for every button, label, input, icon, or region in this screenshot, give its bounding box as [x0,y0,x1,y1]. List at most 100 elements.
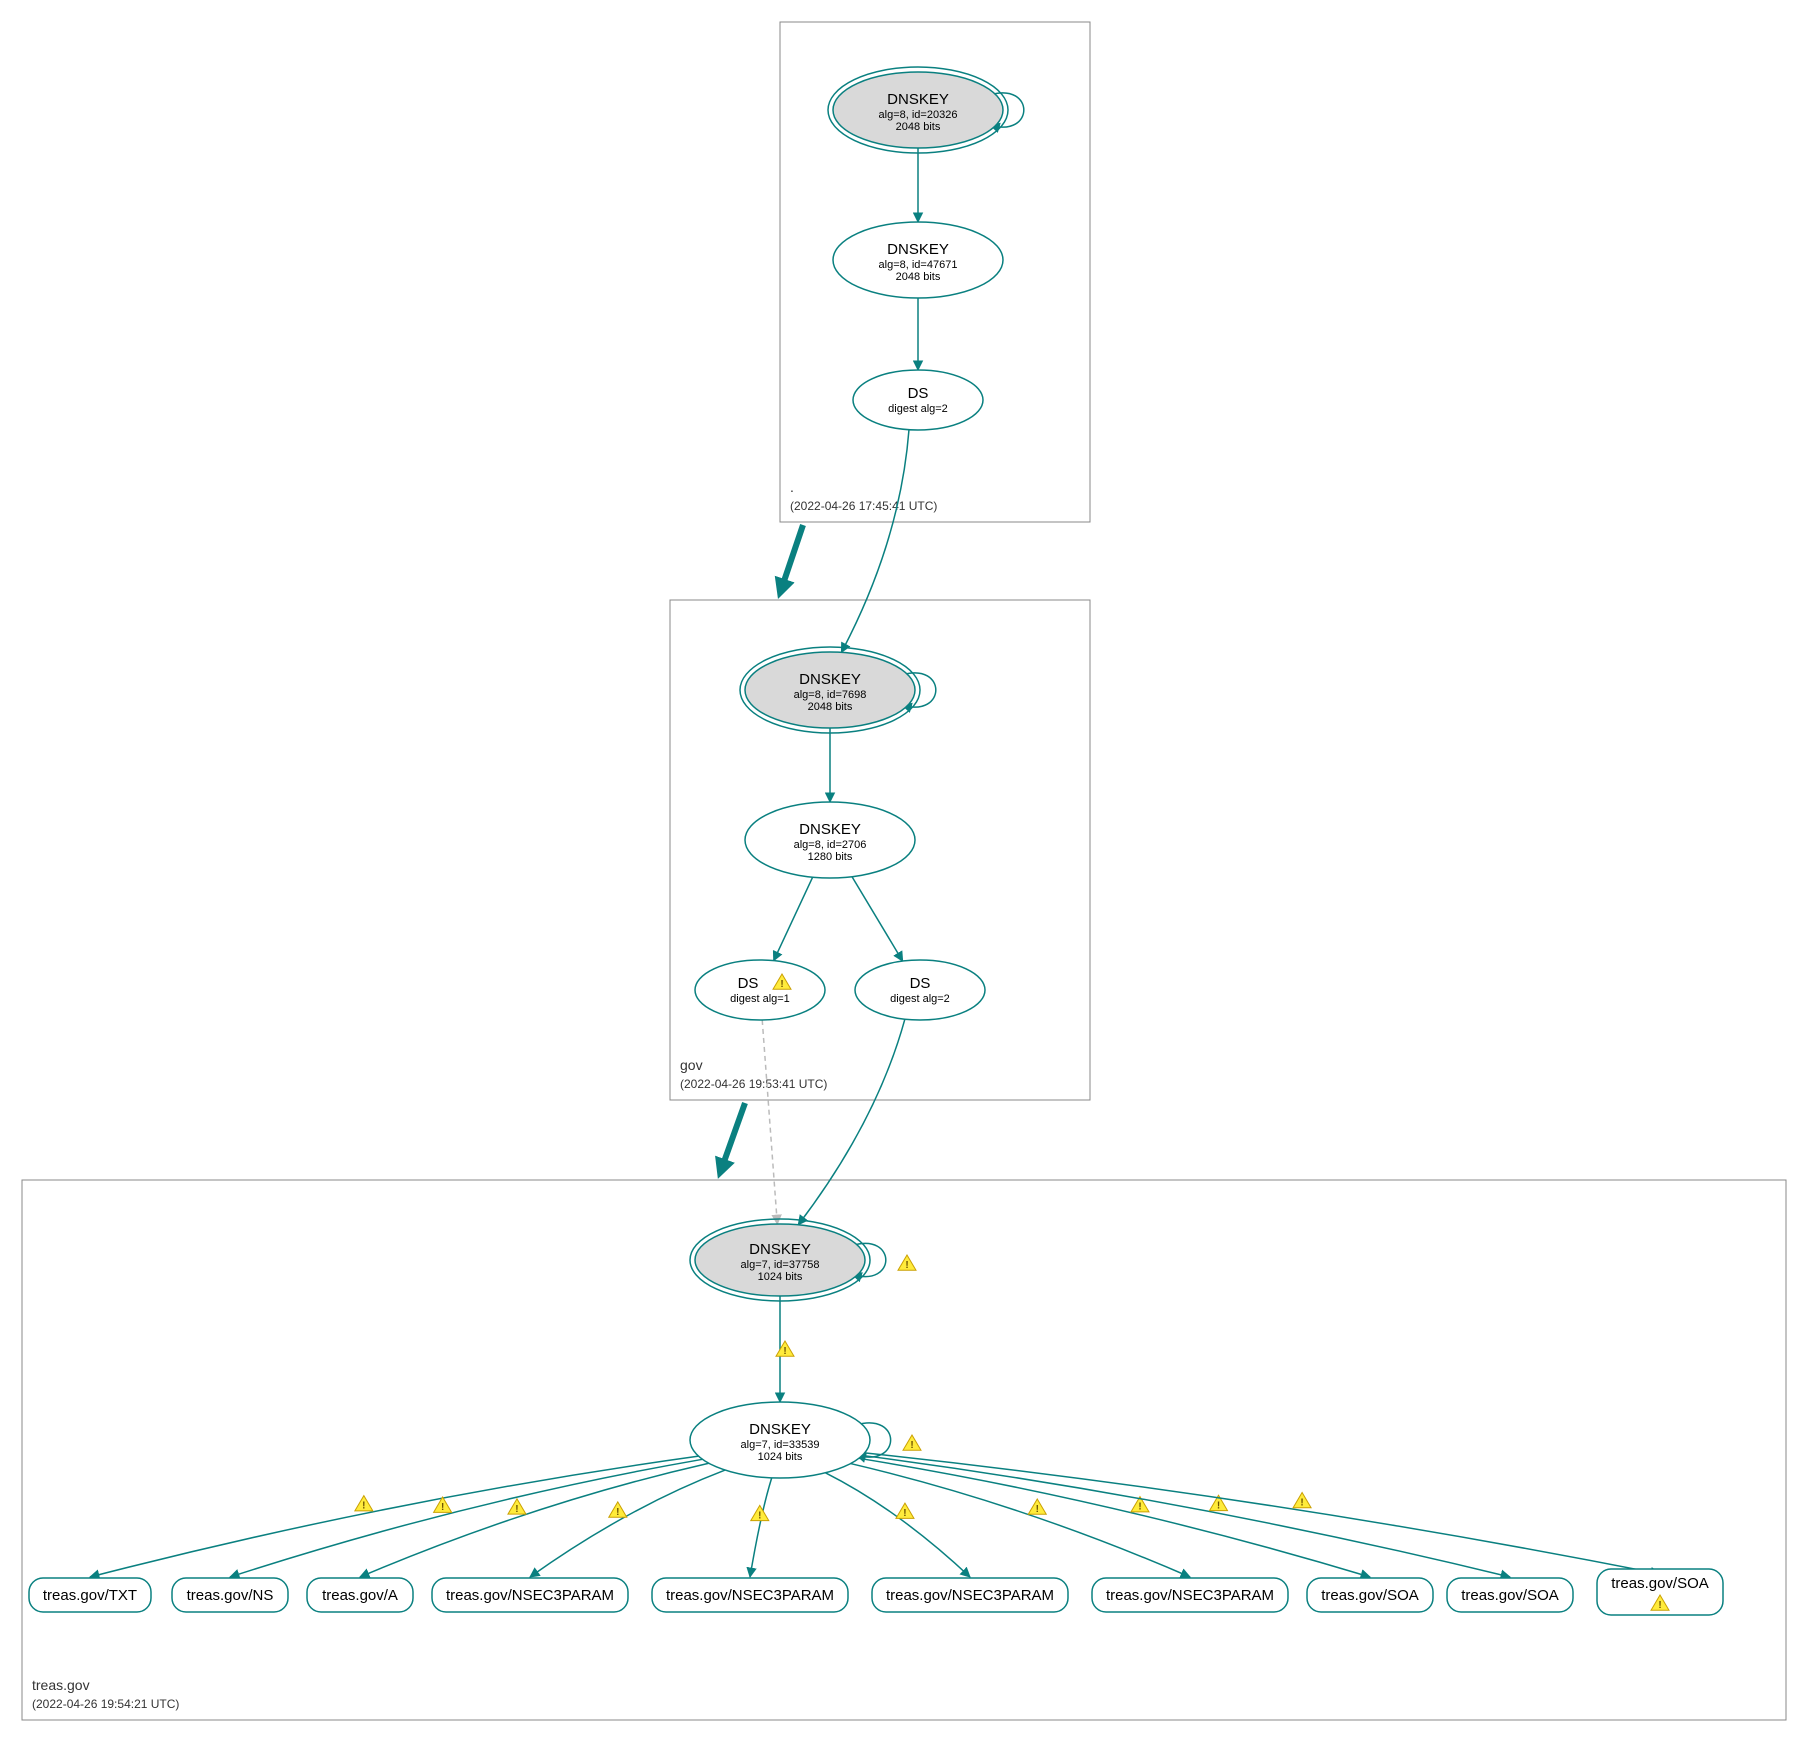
svg-text:treas.gov: treas.gov [32,1677,90,1693]
warning-icon: ! [898,1255,916,1271]
node-gov-ds2: DSdigest alg=2 [855,960,985,1020]
svg-text:1280 bits: 1280 bits [808,851,853,863]
warning-icon: ! [1293,1493,1311,1509]
node-root-ds: DSdigest alg=2 [853,370,983,430]
rrsig-edge [825,1473,970,1577]
rrsig-edge [750,1478,772,1577]
warning-icon: ! [776,1341,794,1357]
node-gov-zsk: DNSKEYalg=8, id=27061280 bits [745,802,915,878]
svg-text:treas.gov/SOA: treas.gov/SOA [1461,1587,1559,1604]
svg-text:DNSKEY: DNSKEY [749,1421,811,1438]
rrset-node: treas.gov/NS [172,1578,288,1612]
svg-text:treas.gov/NSEC3PARAM: treas.gov/NSEC3PARAM [446,1587,614,1604]
edge [774,877,813,960]
node-gov-ds1: DS! digest alg=1 [695,960,825,1020]
svg-text:!: ! [780,979,783,990]
svg-text:gov: gov [680,1057,703,1073]
svg-text:!: ! [1036,1504,1039,1515]
warning-icon: ! [751,1505,769,1521]
rrset-node: treas.gov/TXT [29,1578,151,1612]
rrset-node: treas.gov/A [307,1578,413,1612]
svg-text:!: ! [1138,1502,1141,1513]
rrset-node: treas.gov/SOA [1447,1578,1573,1612]
svg-text:2048 bits: 2048 bits [808,701,853,713]
svg-text:!: ! [1658,1600,1661,1611]
svg-text:!: ! [758,1510,761,1521]
svg-text:1024 bits: 1024 bits [758,1451,803,1463]
svg-text:alg=7, id=37758: alg=7, id=37758 [741,1259,820,1271]
warning-icon: ! [903,1435,921,1451]
node-gov-ksk: DNSKEYalg=8, id=76982048 bits [740,647,920,733]
svg-text:alg=8, id=2706: alg=8, id=2706 [794,839,867,851]
rrset-node: treas.gov/NSEC3PARAM [872,1578,1068,1612]
edge [841,430,909,653]
rrset-node: treas.gov/NSEC3PARAM [1092,1578,1288,1612]
svg-text:DS: DS [908,385,929,402]
svg-text:alg=8, id=7698: alg=8, id=7698 [794,689,867,701]
svg-text:2048 bits: 2048 bits [896,121,941,133]
svg-text:.: . [790,479,794,495]
svg-text:digest alg=1: digest alg=1 [730,993,790,1005]
svg-text:treas.gov/A: treas.gov/A [322,1587,398,1604]
svg-text:DNSKEY: DNSKEY [749,1241,811,1258]
node-root-zsk: DNSKEYalg=8, id=476712048 bits [833,222,1003,298]
svg-text:digest alg=2: digest alg=2 [890,993,950,1005]
svg-text:treas.gov/SOA: treas.gov/SOA [1611,1575,1709,1592]
svg-text:DNSKEY: DNSKEY [799,821,861,838]
rrset-node: treas.gov/SOA [1307,1578,1433,1612]
nodes-layer: DNSKEYalg=8, id=203262048 bitsDNSKEYalg=… [29,67,1723,1615]
svg-text:!: ! [903,1508,906,1519]
warning-icon: ! [1028,1499,1046,1515]
svg-text:!: ! [441,1502,444,1513]
svg-text:!: ! [515,1504,518,1515]
svg-text:treas.gov/TXT: treas.gov/TXT [43,1587,137,1604]
svg-text:alg=8, id=47671: alg=8, id=47671 [879,259,958,271]
svg-text:DNSKEY: DNSKEY [887,91,949,108]
svg-text:1024 bits: 1024 bits [758,1271,803,1283]
svg-text:alg=7, id=33539: alg=7, id=33539 [741,1439,820,1451]
rrsig-edge [230,1459,702,1577]
rrsig-edge [859,1458,1370,1577]
warning-icon: ! [508,1499,526,1515]
svg-text:!: ! [910,1440,913,1451]
edge [852,877,903,961]
svg-text:digest alg=2: digest alg=2 [888,403,948,415]
svg-text:!: ! [1217,1500,1220,1511]
rrsig-edge [865,1453,1660,1574]
node-treas-ksk: DNSKEYalg=7, id=377581024 bits [690,1219,870,1301]
svg-text:!: ! [362,1501,365,1512]
node-root-ksk: DNSKEYalg=8, id=203262048 bits [828,67,1008,153]
svg-text:alg=8, id=20326: alg=8, id=20326 [879,109,958,121]
rrsig-edge [862,1455,1510,1577]
svg-text:DNSKEY: DNSKEY [799,671,861,688]
svg-text:(2022-04-26 17:45:41 UTC): (2022-04-26 17:45:41 UTC) [790,499,937,513]
delegation-edge [780,525,803,593]
svg-text:DS: DS [738,975,759,992]
edge [762,1020,777,1224]
svg-text:!: ! [616,1507,619,1518]
warning-icon: ! [609,1502,627,1518]
rrsig-edge [530,1470,725,1577]
svg-text:2048 bits: 2048 bits [896,271,941,283]
svg-text:treas.gov/NSEC3PARAM: treas.gov/NSEC3PARAM [886,1587,1054,1604]
svg-text:!: ! [783,1346,786,1357]
svg-text:!: ! [905,1260,908,1271]
warning-icon: ! [896,1503,914,1519]
svg-text:!: ! [1300,1498,1303,1509]
warning-icon: ! [355,1496,373,1512]
svg-text:(2022-04-26 19:53:41 UTC): (2022-04-26 19:53:41 UTC) [680,1077,827,1091]
svg-text:treas.gov/NSEC3PARAM: treas.gov/NSEC3PARAM [1106,1587,1274,1604]
rrset-node: treas.gov/NSEC3PARAM [432,1578,628,1612]
svg-text:treas.gov/SOA: treas.gov/SOA [1321,1587,1419,1604]
rrsig-edge [360,1463,709,1577]
delegation-edge [720,1103,745,1173]
svg-text:DS: DS [910,975,931,992]
svg-text:DNSKEY: DNSKEY [887,241,949,258]
dnssec-diagram: . (2022-04-26 17:45:41 UTC) gov (2022-04-26… [10,10,1798,1741]
svg-text:treas.gov/NSEC3PARAM: treas.gov/NSEC3PARAM [666,1587,834,1604]
svg-text:(2022-04-26 19:54:21 UTC): (2022-04-26 19:54:21 UTC) [32,1697,179,1711]
edge [798,1019,905,1225]
svg-text:treas.gov/NS: treas.gov/NS [187,1587,274,1604]
rrset-node: treas.gov/SOA! [1597,1569,1723,1615]
rrsig-edge [90,1456,699,1577]
